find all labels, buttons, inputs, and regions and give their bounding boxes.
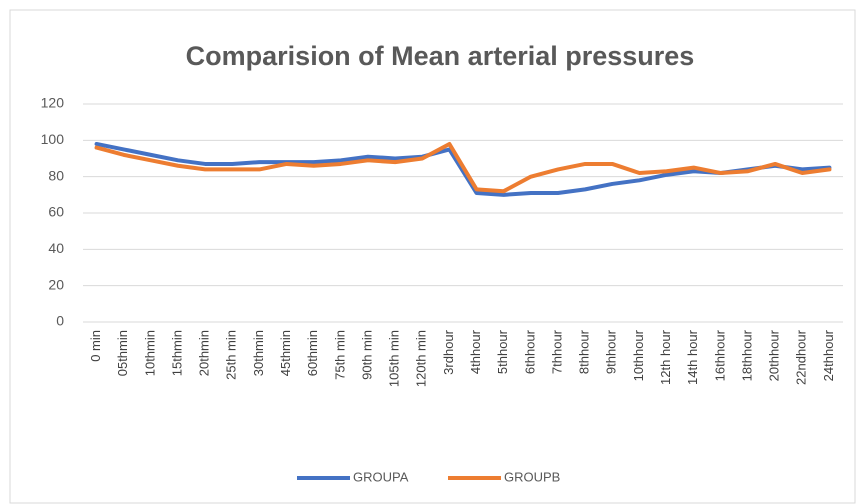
series-line [94, 141, 832, 194]
x-tick-label: 105th min [387, 330, 402, 387]
chart-frame [9, 9, 856, 504]
x-tick-label: 20thmin [197, 330, 212, 376]
x-tick-label: 30thmin [251, 330, 266, 376]
x-tick-label: 18thhour [739, 329, 754, 381]
x-tick-label: 10thmin [142, 330, 157, 376]
y-tick-label: 80 [48, 167, 64, 183]
legend-label: GROUPB [504, 469, 560, 484]
x-tick-label: 120th min [414, 330, 429, 387]
x-tick-label: 8thhour [577, 329, 592, 374]
x-tick-label: 12th hour [658, 329, 673, 385]
x-tick-label: 9thhour [604, 329, 619, 374]
x-tick-label: 90th min [359, 330, 374, 380]
x-tick-label: 4thhour [468, 329, 483, 374]
chart-title: Comparision of Mean arterial pressures [186, 41, 695, 71]
y-tick-label: 120 [41, 95, 65, 111]
x-tick-label: 60thmin [305, 330, 320, 376]
x-tick-label: 15thmin [169, 330, 184, 376]
x-tick-label: 45thmin [278, 330, 293, 376]
x-tick-label: 05thmin [115, 330, 130, 376]
x-tick-label: 3rdhour [441, 329, 456, 374]
y-tick-label: 60 [48, 204, 64, 220]
x-tick-label: 5thhour [495, 329, 510, 374]
x-tick-label: 10thhour [631, 329, 646, 381]
x-tick-label: 22ndhour [794, 329, 809, 385]
x-tick-label: 16thhour [712, 329, 727, 381]
y-tick-label: 20 [48, 276, 64, 292]
x-tick-label: 7thhour [549, 329, 564, 374]
x-tick-label: 14th hour [685, 329, 700, 385]
x-tick-label: 6thhour [522, 329, 537, 374]
x-tick-label: 25th min [224, 330, 239, 380]
x-tick-label: 24thhour [821, 329, 836, 381]
legend-label: GROUPA [353, 469, 409, 484]
y-tick-label: 100 [41, 131, 65, 147]
y-tick-label: 0 [56, 313, 64, 329]
x-tick-label: 75th min [332, 330, 347, 380]
y-tick-label: 40 [48, 240, 64, 256]
x-tick-label: 0 min [88, 330, 103, 362]
x-tick-label: 20thhour [767, 329, 782, 381]
